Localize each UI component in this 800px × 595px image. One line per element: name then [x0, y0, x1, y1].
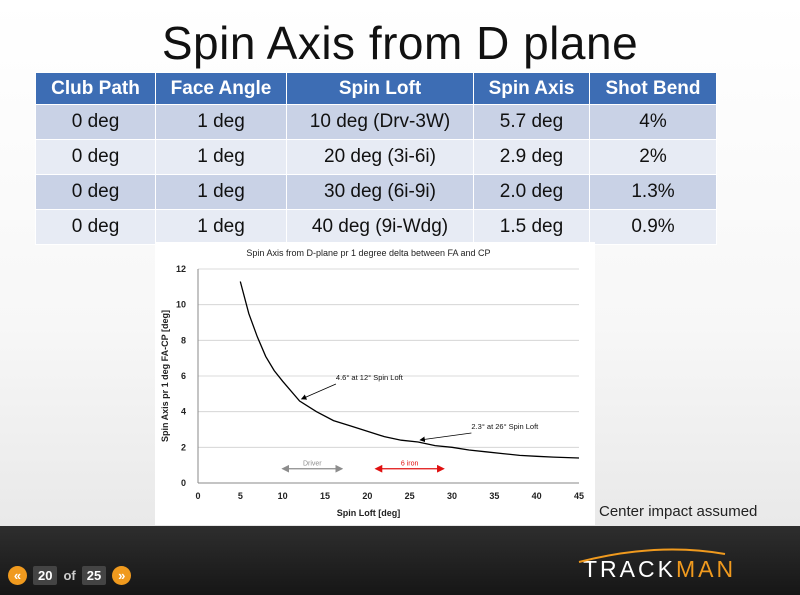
table-cell: 2.9 deg [473, 139, 590, 175]
logo-text-man: MAN [675, 556, 737, 582]
table-cell: 4% [589, 104, 717, 140]
next-page-icon[interactable]: » [112, 565, 132, 585]
table-row: 0 deg 1 deg 20 deg (3i-6i) 2.9 deg 2% [35, 139, 717, 175]
slide-title: Spin Axis from D plane [161, 17, 639, 69]
total-pages: 25 [81, 565, 107, 585]
previous-page-icon[interactable]: « [8, 565, 27, 585]
table-cell: 40 deg (9i-Wdg) [286, 209, 474, 245]
table-cell: 20 deg (3i-6i) [286, 139, 474, 175]
page-navigation: « 20 of 25 » [8, 564, 132, 586]
table-cell: 0 deg [35, 174, 156, 210]
table-cell: 2% [589, 139, 717, 175]
x-tick-label: 25 [405, 491, 415, 501]
annotation-arrow [300, 383, 337, 400]
header-spin-axis: Spin Axis [473, 72, 590, 105]
table-cell: 30 deg (6i-9i) [286, 174, 474, 210]
spin-axis-chart: 0 5 10 15 20 25 30 35 40 45 0 2 4 6 8 10 12 Spin Axis fro… [155, 242, 595, 525]
y-tick-label: 12 [176, 264, 186, 274]
table-cell: 0.9% [589, 209, 717, 245]
table-cell: 0 deg [35, 209, 156, 245]
footer-bar: « 20 of 25 » TRACKMAN [0, 526, 800, 595]
table-cell: 1 deg [155, 174, 287, 210]
current-page-number[interactable]: 20 [33, 565, 58, 585]
chart-svg: 0 5 10 15 20 25 30 35 40 45 0 2 4 6 8 10 12 Spin Axis fro… [160, 248, 584, 518]
header-spin-loft: Spin Loft [286, 72, 474, 105]
page-of-label: of [63, 567, 76, 583]
logo-swoosh-icon [578, 548, 726, 563]
x-tick-label: 30 [447, 491, 457, 501]
header-club-path: Club Path [35, 72, 156, 105]
table-row: 0 deg 1 deg 10 deg (Drv-3W) 5.7 deg 4% [35, 104, 717, 140]
table-header-row: Club Path Face Angle Spin Loft Spin Axis… [35, 72, 717, 105]
table-cell: 1 deg [155, 104, 287, 140]
series-line [239, 281, 580, 459]
table-cell: 0 deg [35, 139, 156, 175]
table-cell: 10 deg (Drv-3W) [286, 104, 474, 140]
annotation-arrow [419, 432, 472, 443]
x-axis-title: Spin Loft [deg] [337, 508, 400, 518]
chart-title: Spin Axis from D-plane pr 1 degree delta… [246, 248, 490, 258]
header-face-angle: Face Angle [155, 72, 287, 105]
table-cell: 1 deg [155, 209, 287, 245]
y-tick-label: 10 [176, 300, 186, 310]
logo-text-track: TRACK [583, 556, 676, 582]
annotation-label: 2.3° at 26° Spin Loft [471, 422, 539, 431]
annotation-label: 4.6° at 12° Spin Loft [336, 373, 404, 382]
center-impact-note: Center impact assumed [599, 503, 758, 520]
table-cell: 0 deg [35, 104, 156, 140]
table-cell: 2.0 deg [473, 174, 590, 210]
range-label: 6 iron [401, 461, 419, 468]
y-tick-label: 6 [181, 371, 186, 381]
x-tick-label: 0 [195, 491, 200, 501]
table-cell: 1.3% [589, 174, 717, 210]
spin-axis-table: Club Path Face Angle Spin Loft Spin Axis… [35, 72, 717, 245]
x-tick-label: 15 [320, 491, 330, 501]
table-row: 0 deg 1 deg 30 deg (6i-9i) 2.0 deg 1.3% [35, 174, 717, 210]
range-label: Driver [303, 461, 322, 468]
y-tick-label: 8 [181, 335, 186, 345]
table-row: 0 deg 1 deg 40 deg (9i-Wdg) 1.5 deg 0.9% [35, 209, 717, 245]
x-tick-label: 20 [362, 491, 372, 501]
table-cell: 1 deg [155, 139, 287, 175]
table-cell: 5.7 deg [473, 104, 590, 140]
x-tick-label: 5 [238, 491, 243, 501]
y-tick-label: 4 [181, 407, 186, 417]
y-axis-title: Spin Axis pr 1 deg FA-CP [deg] [160, 310, 170, 442]
x-tick-label: 40 [532, 491, 542, 501]
y-tick-label: 0 [181, 478, 186, 488]
y-tick-label: 2 [181, 442, 186, 452]
x-tick-label: 10 [278, 491, 288, 501]
trackman-logo: TRACKMAN [578, 548, 737, 583]
header-shot-bend: Shot Bend [589, 72, 717, 105]
table-cell: 1.5 deg [473, 209, 590, 245]
x-tick-label: 45 [574, 491, 584, 501]
x-tick-label: 35 [489, 491, 499, 501]
